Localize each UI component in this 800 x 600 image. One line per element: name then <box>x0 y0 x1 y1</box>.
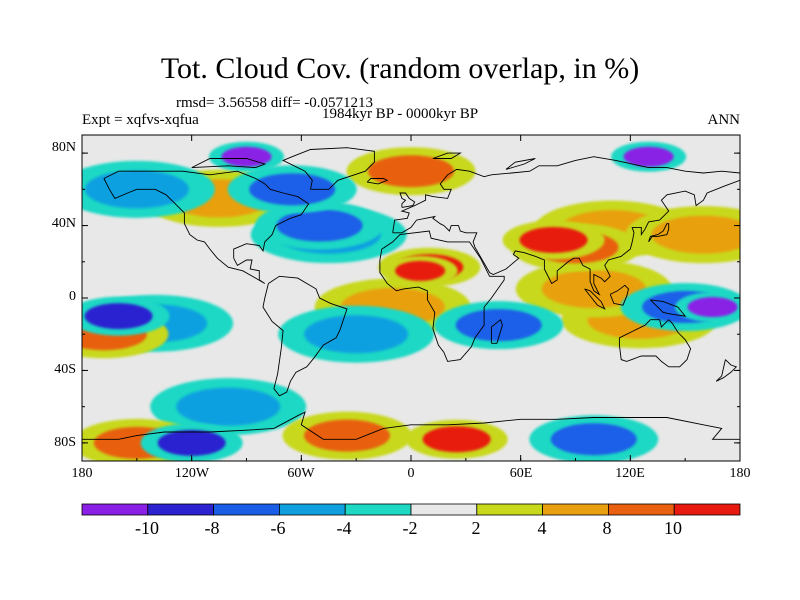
plot-title: Tot. Cloud Cov. (random overlap, in %) <box>160 52 640 85</box>
coastline-madagascar <box>490 318 503 344</box>
colorbar-label: -8 <box>204 518 220 538</box>
contour-region <box>455 309 542 342</box>
lat-tick-label: 40N <box>51 216 76 231</box>
colorbar-label: 8 <box>602 518 612 538</box>
coastline-svalbard <box>432 152 462 159</box>
coastlines <box>82 147 740 440</box>
contour-region <box>422 426 491 453</box>
coastline-north-america <box>103 170 310 284</box>
contour-region <box>623 146 674 167</box>
contour-region <box>304 419 391 452</box>
colorbar-swatch <box>278 503 346 516</box>
coastline-eurasia <box>392 156 740 296</box>
lon-tick-label: 180 <box>729 466 751 481</box>
lon-tick-label: 120W <box>174 466 210 481</box>
colorbar-swatch <box>147 503 215 516</box>
colorbar-swatch <box>476 503 543 516</box>
lon-tick-label: 60E <box>509 466 533 481</box>
coastline-novaya-zemlya <box>505 158 536 170</box>
colorbar-swatch <box>542 503 609 516</box>
contour-region <box>550 423 637 456</box>
lon-tick-label: 120E <box>615 466 645 481</box>
colorbar-swatch <box>213 503 280 516</box>
colorbar-label: -4 <box>336 518 352 538</box>
lon-tick-label: 0 <box>407 466 415 481</box>
colorbar-label: -10 <box>135 518 159 538</box>
contour-region <box>157 429 226 456</box>
contour-region <box>221 146 272 167</box>
coastline-greenland <box>282 147 375 190</box>
colorbar-swatch <box>410 503 478 516</box>
contour-field <box>82 141 740 461</box>
coastline-britain <box>399 192 416 208</box>
contour-region <box>368 155 454 188</box>
colorbar-label: 4 <box>537 518 547 538</box>
colorbar-label: 2 <box>471 518 481 538</box>
coastline-japan <box>648 223 670 243</box>
contour-region <box>541 269 646 308</box>
colorbar-swatch <box>81 503 149 516</box>
lon-tick-label: 60W <box>287 466 315 481</box>
colorbar-label: -2 <box>402 518 418 538</box>
lat-tick-label: 40S <box>54 362 76 377</box>
colorbar-swatch <box>608 503 675 516</box>
colorbar <box>81 503 741 516</box>
experiment-label: Expt = xqfvs-xqfua <box>82 112 199 128</box>
lat-tick-label: 80N <box>51 140 76 155</box>
lat-tick-label: 80S <box>54 435 76 450</box>
axis-ticks <box>81 135 741 461</box>
coastline-antarctica <box>82 411 740 440</box>
coastline-africa <box>379 230 505 362</box>
coastline-new-guinea <box>650 299 687 317</box>
contour-region <box>249 173 336 206</box>
contour-region <box>687 297 738 318</box>
coastline-new-zealand <box>715 359 738 382</box>
colorbar-label: 10 <box>664 518 682 538</box>
contour-region <box>176 387 281 426</box>
contour-region <box>304 315 409 354</box>
lon-tick-label: 180 <box>71 466 93 481</box>
coastline-south-america <box>262 275 348 397</box>
coastline-sumatra <box>584 288 606 310</box>
time-period: 1984kyr BP - 0000kyr BP <box>321 106 479 122</box>
lat-tick-label: 0 <box>69 289 76 304</box>
colorbar-label: -6 <box>270 518 286 538</box>
contour-region <box>519 227 588 254</box>
contour-region <box>276 209 363 242</box>
coastline-iceland <box>366 178 389 185</box>
coastline-australia <box>618 319 692 368</box>
colorbar-swatch <box>673 503 741 516</box>
contour-region <box>395 260 446 281</box>
coastline-borneo <box>609 284 629 306</box>
colorbar-swatch <box>344 503 412 516</box>
rmsd-diff-stats: rmsd= 3.56558 diff= -0.0571213 <box>176 95 374 111</box>
season-label: ANN <box>707 112 741 128</box>
contour-region <box>84 303 153 330</box>
coastline-arctic-islands <box>191 158 267 169</box>
contour-region <box>651 215 740 254</box>
